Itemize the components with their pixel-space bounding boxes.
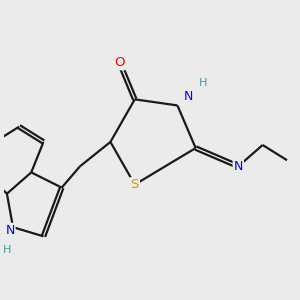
Text: N: N (5, 224, 15, 237)
Text: N: N (234, 160, 243, 173)
Text: H: H (3, 245, 11, 255)
Text: O: O (114, 56, 125, 69)
Text: N: N (183, 90, 193, 103)
Text: S: S (130, 178, 139, 191)
Text: H: H (199, 78, 208, 88)
